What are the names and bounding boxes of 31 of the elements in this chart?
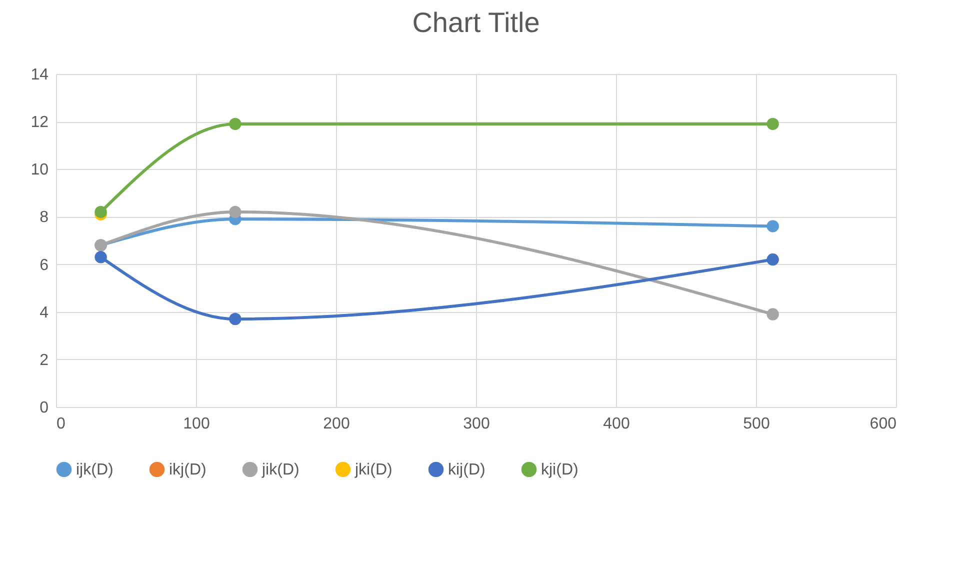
y-tick-label: 14	[30, 66, 49, 84]
point	[94, 251, 107, 264]
chart-title: Chart Title	[412, 7, 540, 38]
legend-label: jik(D)	[261, 461, 300, 478]
point	[766, 118, 779, 130]
y-tick-label: 4	[40, 304, 49, 322]
point	[766, 220, 779, 232]
y-tick-label: 8	[40, 209, 49, 226]
x-tick-label: 400	[603, 416, 630, 432]
x-tick-label: 0	[56, 416, 66, 432]
point	[229, 312, 242, 326]
legend-label: jki(D)	[354, 461, 392, 478]
point	[766, 253, 779, 266]
point	[229, 118, 242, 130]
legend-label: ikj(D)	[169, 461, 206, 478]
point	[766, 308, 779, 320]
x-tick-label: 600	[870, 416, 897, 432]
legend-label: kij(D)	[448, 461, 486, 478]
point	[94, 206, 107, 218]
y-tick-label: 6	[40, 256, 49, 274]
legend-label: kji(D)	[541, 461, 578, 478]
y-tick-label: 2	[40, 352, 49, 369]
y-tick-label: 12	[30, 114, 49, 132]
x-tick-label: 200	[323, 416, 350, 432]
x-tick-label: 100	[183, 416, 210, 432]
y-tick-label: 10	[30, 162, 49, 179]
x-tick-label: 500	[743, 416, 770, 432]
y-tick-label: 0	[40, 400, 49, 416]
legend-label: ijk(D)	[76, 461, 114, 478]
point	[229, 206, 242, 218]
x-tick-label: 300	[463, 416, 490, 432]
